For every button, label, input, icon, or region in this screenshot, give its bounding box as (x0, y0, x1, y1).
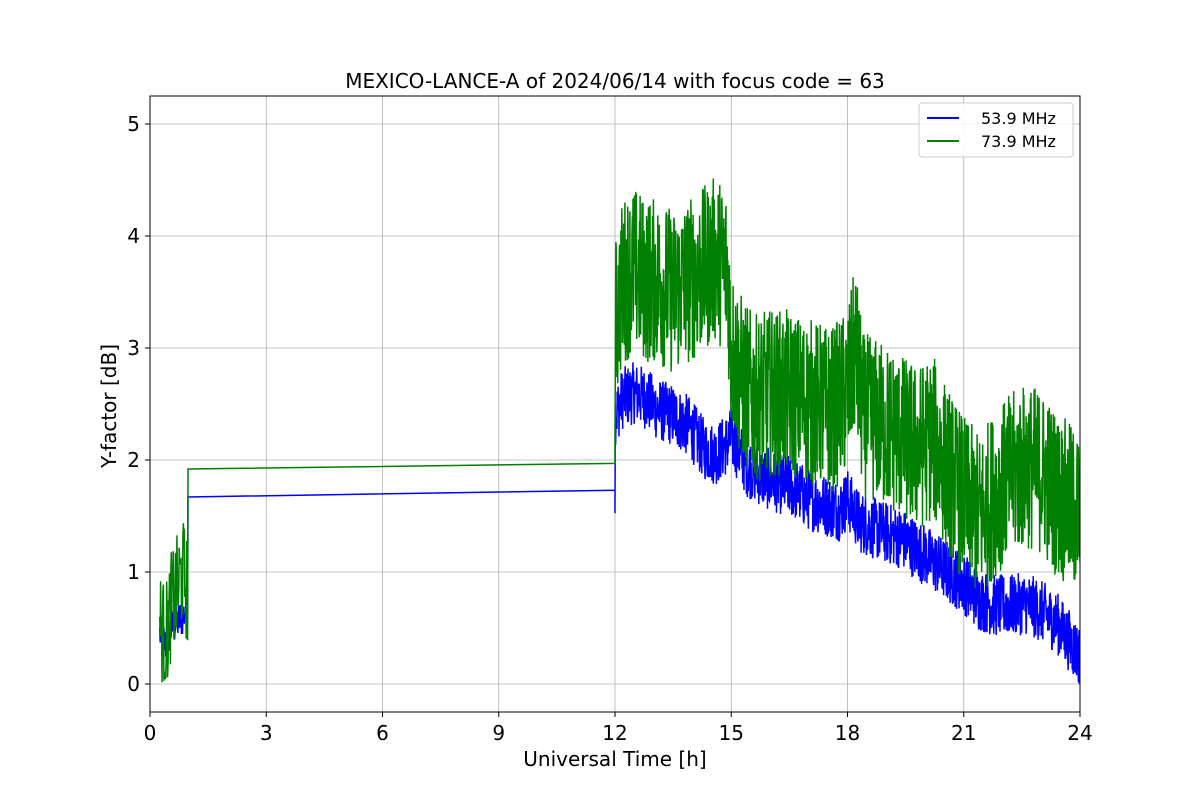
x-tick-label: 0 (144, 721, 157, 745)
x-axis-label: Universal Time [h] (523, 747, 706, 771)
chart-title: MEXICO-LANCE-A of 2024/06/14 with focus … (345, 69, 885, 93)
y-tick-label: 5 (127, 112, 140, 136)
plot-frame (149, 95, 1081, 713)
legend-entry: 73.9 MHz (981, 132, 1056, 151)
x-tick-label: 15 (719, 721, 744, 745)
legend-entry: 53.9 MHz (981, 109, 1056, 128)
x-tick-label: 24 (1067, 721, 1092, 745)
x-tick-label: 18 (835, 721, 860, 745)
y-tick-label: 0 (127, 672, 140, 696)
y-tick-label: 2 (127, 448, 140, 472)
x-tick-label: 21 (951, 721, 976, 745)
legend-box (918, 102, 1074, 158)
y-tick-label: 3 (127, 336, 140, 360)
x-tick-label: 12 (602, 721, 627, 745)
legend: 53.9 MHz 73.9 MHz (918, 102, 1074, 158)
plot-area (158, 178, 1080, 684)
x-tick-label: 3 (260, 721, 273, 745)
series-line-green (158, 178, 1080, 683)
y-tick-label: 4 (127, 224, 140, 248)
y-tick-label: 1 (127, 560, 140, 584)
series-line-blue (158, 362, 1080, 684)
x-tick-label: 6 (376, 721, 389, 745)
x-tick-label: 9 (492, 721, 505, 745)
y-axis-label: Y-factor [dB] (97, 344, 121, 469)
